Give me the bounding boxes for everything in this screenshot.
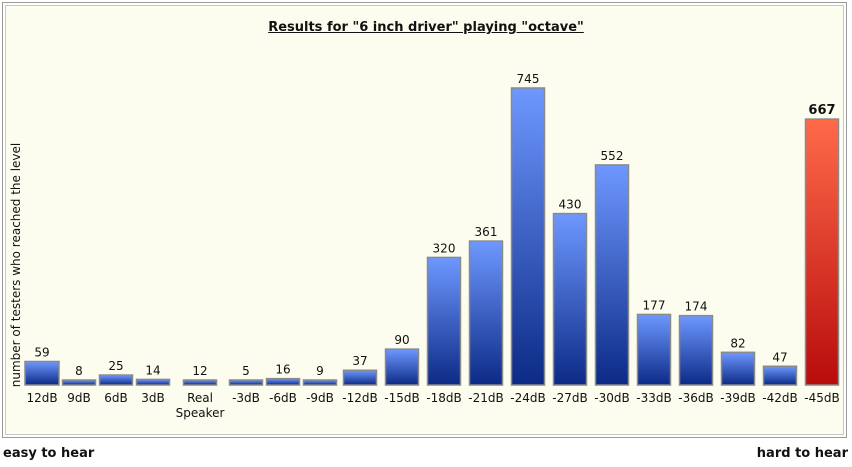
category-label: 9dB xyxy=(67,391,90,405)
category-label: -6dB xyxy=(269,391,297,405)
bar--15db xyxy=(384,348,420,386)
value-label: 430 xyxy=(559,198,582,212)
bar--36db xyxy=(678,314,714,386)
bar--21db xyxy=(468,240,504,386)
category-label: -21dB xyxy=(468,391,503,405)
bar--3db xyxy=(228,379,264,386)
value-label: 320 xyxy=(433,241,456,255)
category-label: 3dB xyxy=(141,391,164,405)
hard-to-hear-label: hard to hear xyxy=(756,446,848,461)
category-label: -39dB xyxy=(720,391,755,405)
bar--24db xyxy=(510,87,546,386)
value-label: 25 xyxy=(108,359,123,373)
bar--12db xyxy=(342,369,378,386)
value-label: 82 xyxy=(730,336,745,350)
value-label: 59 xyxy=(34,345,49,359)
value-label: 8 xyxy=(75,364,83,378)
bar-12db xyxy=(24,360,60,386)
category-label: -36dB xyxy=(678,391,713,405)
value-label: 174 xyxy=(685,300,708,314)
bar-real-speaker xyxy=(182,379,218,386)
bar-6db xyxy=(98,374,134,386)
bar--39db xyxy=(720,351,756,386)
category-label: 6dB xyxy=(104,391,127,405)
category-label: -18dB xyxy=(426,391,461,405)
bar--30db xyxy=(594,164,630,386)
bar--6db xyxy=(265,377,301,386)
value-label: 37 xyxy=(352,354,367,368)
value-label: 12 xyxy=(192,364,207,378)
value-label: 14 xyxy=(145,363,160,377)
easy-to-hear-label: easy to hear xyxy=(3,446,95,461)
category-label: -3dB xyxy=(232,391,260,405)
category-label: -30dB xyxy=(594,391,629,405)
value-label: 90 xyxy=(394,333,409,347)
category-label: Real Speaker xyxy=(176,391,225,420)
value-label: 47 xyxy=(772,350,787,364)
bar-9db xyxy=(61,379,97,386)
value-label: 667 xyxy=(808,103,835,118)
bar--45db xyxy=(804,118,840,386)
bar--9db xyxy=(302,379,338,386)
value-label: 5 xyxy=(242,364,250,378)
bar-3db xyxy=(135,378,171,386)
bar--33db xyxy=(636,313,672,386)
category-label: -33dB xyxy=(636,391,671,405)
category-label: -45dB xyxy=(804,391,839,405)
bar--42db xyxy=(762,365,798,386)
category-label: -9dB xyxy=(306,391,334,405)
category-label: -27dB xyxy=(552,391,587,405)
category-label: -42dB xyxy=(762,391,797,405)
bar--18db xyxy=(426,256,462,386)
value-label: 745 xyxy=(517,72,540,86)
category-label: 12dB xyxy=(26,391,57,405)
chart-title: Results for "6 inch driver" playing "oct… xyxy=(268,20,584,35)
value-label: 16 xyxy=(275,363,290,377)
category-label: -15dB xyxy=(384,391,419,405)
category-label: -24dB xyxy=(510,391,545,405)
bar-chart: 59 12dB 8 9dB 25 6dB 14 3dB 12 Real Speaker 5 -3dB 16… xyxy=(24,72,840,420)
value-label: 552 xyxy=(601,149,624,163)
value-label: 361 xyxy=(475,225,498,239)
value-label: 9 xyxy=(316,364,324,378)
category-label: -12dB xyxy=(342,391,377,405)
bar--27db xyxy=(552,212,588,386)
value-label: 177 xyxy=(643,298,666,312)
